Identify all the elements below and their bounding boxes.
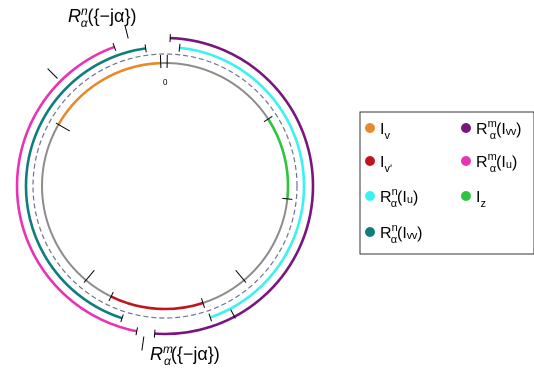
arc-end-tick [153,329,156,338]
bottom-label-rest: ({−jα}) [171,344,220,364]
arc-rn-iw [24,47,146,320]
tick-mark [263,115,273,123]
top-label-sub: α [81,16,89,30]
zero-label: 0 [163,78,168,87]
legend-label: Iz [476,189,486,210]
legend: Iv Iv' Rn α(Iᵤ) Rn α(Iᵥᵥ) Rm α(Iᵥᵥ) Rm α(Iᵤ) Iz [359,111,534,255]
legend-item: Rn α(Iᵥᵥ) [365,222,422,246]
tick-mark [47,68,58,79]
bottom-label: Rm α({−jα}) [150,342,220,368]
tick-mark [230,309,236,319]
arc-i-z [267,118,290,199]
legend-box [359,111,534,255]
arc-end-tick [120,314,124,323]
tick-mark [235,269,247,283]
tick-mark [55,122,70,132]
arc-i-v-prime [110,295,204,311]
legend-swatch [461,191,471,201]
top-label-rest: ({−jα}) [88,6,137,26]
legend-label: Iv [380,121,390,142]
legend-item: Iv [365,121,390,142]
tick-mark [83,269,95,283]
tick-mark [124,24,129,39]
arc-end-tick [144,44,147,53]
arc-rm-iu [15,45,138,333]
legend-swatch [461,123,471,133]
legend-item: Rn α(Iᵤ) [365,186,418,210]
tick-mark [141,336,145,351]
legend-label: Rn α(Iᵥᵥ) [380,222,422,246]
legend-label: Rm α(Iᵤ) [476,151,517,175]
legend-item: Rm α(Iᵤ) [461,151,517,175]
legend-label: Rm α(Iᵥᵥ) [476,118,521,142]
dashed-circle [32,53,298,319]
arc-rm-iw [154,36,315,336]
bottom-label-base: R [150,344,163,364]
arc-rn-iu [179,46,306,319]
top-label-base: R [68,6,81,26]
arc-i-v [57,61,161,126]
bottom-label-sup: m [163,342,173,356]
top-label-sup: n [81,4,88,18]
legend-swatch [461,156,471,166]
top-label: Rn α({−jα}) [68,4,136,30]
legend-item: Iv' [365,154,392,175]
tick-mark [108,291,114,302]
legend-label: Rn α(Iᵤ) [380,186,418,210]
legend-swatch [365,123,375,133]
arc-end-tick [112,42,117,51]
legend-swatch [365,156,375,166]
tick-mark [200,298,206,308]
tick-mark [282,197,293,200]
arc-end-tick [208,313,213,322]
legend-swatch [365,191,375,201]
bottom-label-sub: α [164,354,172,368]
arc-end-tick [135,327,139,336]
tick-marks [47,24,293,351]
legend-item: Rm α(Iᵥᵥ) [461,118,521,142]
base-circle [41,62,289,310]
legend-swatch [365,227,375,237]
legend-label: Iv' [380,154,392,175]
legend-item: Iz [461,189,486,210]
rings [15,36,315,336]
legend-items: Iv Iv' Rn α(Iᵤ) Rn α(Iᵥᵥ) Rm α(Iᵥᵥ) Rm α(Iᵤ) Iz [365,118,521,246]
arc-end-tick [178,43,181,52]
